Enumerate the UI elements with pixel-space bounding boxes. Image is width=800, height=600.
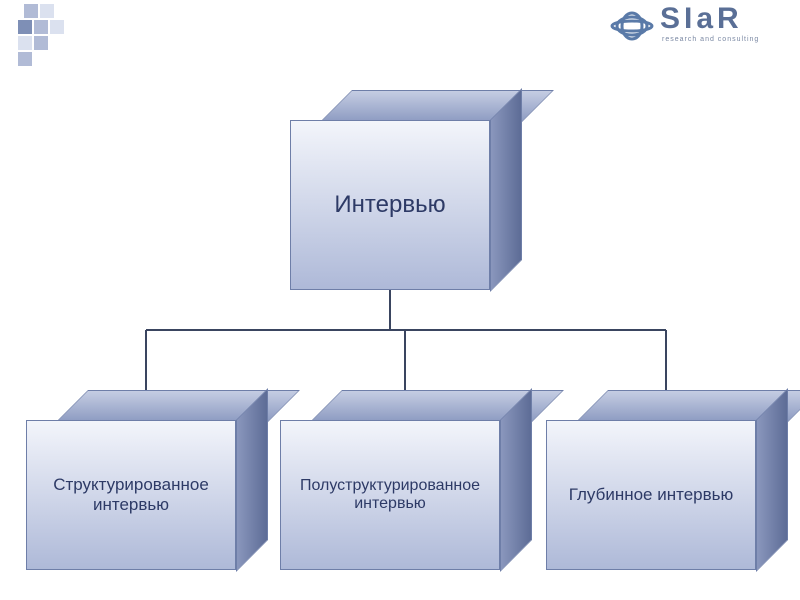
slide: { "branding": { "logo_text": "SIaR", "lo…: [0, 0, 800, 600]
node-label-root: Интервью: [290, 120, 490, 290]
node-root: Интервью: [290, 90, 520, 290]
node-c3: Глубинное интервью: [546, 390, 786, 570]
node-c2: Полуструктурированное интервью: [280, 390, 530, 570]
node-label-c2: Полуструктурированное интервью: [280, 420, 500, 570]
org-chart: Интервью Структурированное интервью Полуст…: [0, 0, 800, 600]
node-label-c3: Глубинное интервью: [546, 420, 756, 570]
node-label-c1: Структурированное интервью: [26, 420, 236, 570]
node-c1: Структурированное интервью: [26, 390, 266, 570]
